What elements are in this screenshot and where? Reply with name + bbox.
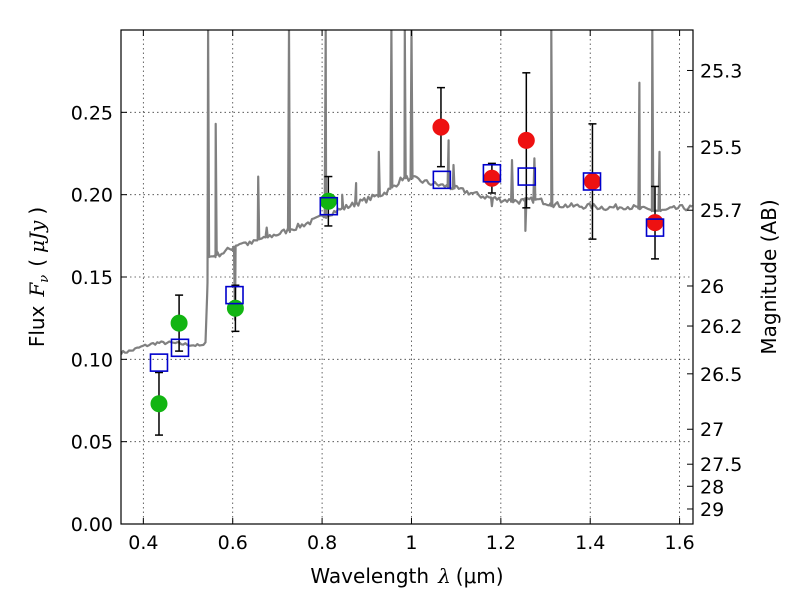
photometry-point <box>517 131 535 149</box>
y2-tick-label: 29 <box>700 499 724 521</box>
y2-tick-label: 26.5 <box>700 364 742 386</box>
sed-model-spectrum <box>121 30 693 355</box>
y-tick-label: 0.25 <box>71 102 113 124</box>
y-tick-label: 0.20 <box>71 185 113 207</box>
model-flux-square <box>432 170 452 190</box>
model-flux-square <box>582 172 602 191</box>
y-tick-label: 0.00 <box>71 514 113 536</box>
y-axis-label: FluxFν(μJy) <box>25 207 52 347</box>
model-flux-square <box>319 196 339 216</box>
y-tick-label: 0.15 <box>71 267 113 289</box>
photometry-point <box>432 118 450 136</box>
model-flux-square <box>517 167 537 186</box>
model-flux-square <box>482 163 502 183</box>
y2-tick-label: 26.2 <box>700 316 742 338</box>
photometry-point <box>483 169 501 187</box>
model-flux-square <box>225 285 244 305</box>
x-tick-label: 1 <box>405 532 417 554</box>
y2-tick-label: 25.3 <box>700 60 742 82</box>
y2-tick-label: 28 <box>700 476 724 498</box>
photometry-point <box>150 395 168 413</box>
y2-tick-label: 27 <box>700 419 724 441</box>
x-tick-label: 0.4 <box>128 532 158 554</box>
y2-tick-label: 25.7 <box>700 200 742 222</box>
x-tick-label: 1.2 <box>486 532 516 554</box>
x-tick-label: 1.6 <box>664 532 694 554</box>
sed-model-layer <box>121 30 693 355</box>
photometry-point <box>646 214 664 232</box>
photometry-point <box>170 314 188 332</box>
x-axis-label: Wavelength λ (μm) <box>310 564 503 588</box>
y2-tick-label: 27.5 <box>700 454 742 476</box>
photometry-point <box>226 299 244 317</box>
model-flux-square <box>645 218 665 237</box>
model-flux-square <box>149 353 169 372</box>
axis-ticks: 0.4 0.6 0.8 1 1.2 1.4 1.6 0.00 0.05 0.10 0.15 0.20 0… <box>71 30 742 554</box>
y-tick-label: 0.05 <box>71 432 113 454</box>
y2-tick-label: 26 <box>700 276 724 298</box>
photometry-point <box>583 172 601 190</box>
error-bars <box>154 72 660 436</box>
x-tick-label: 1.4 <box>575 532 605 554</box>
y2-axis-label: Magnitude (AB) <box>757 199 781 354</box>
model-flux-square <box>170 338 190 358</box>
photometry-point <box>319 192 337 210</box>
x-tick-label: 0.6 <box>218 532 248 554</box>
y2-tick-label: 25.5 <box>700 137 742 159</box>
y-tick-label: 0.10 <box>71 349 113 371</box>
data-points <box>149 118 665 413</box>
x-tick-label: 0.8 <box>307 532 337 554</box>
